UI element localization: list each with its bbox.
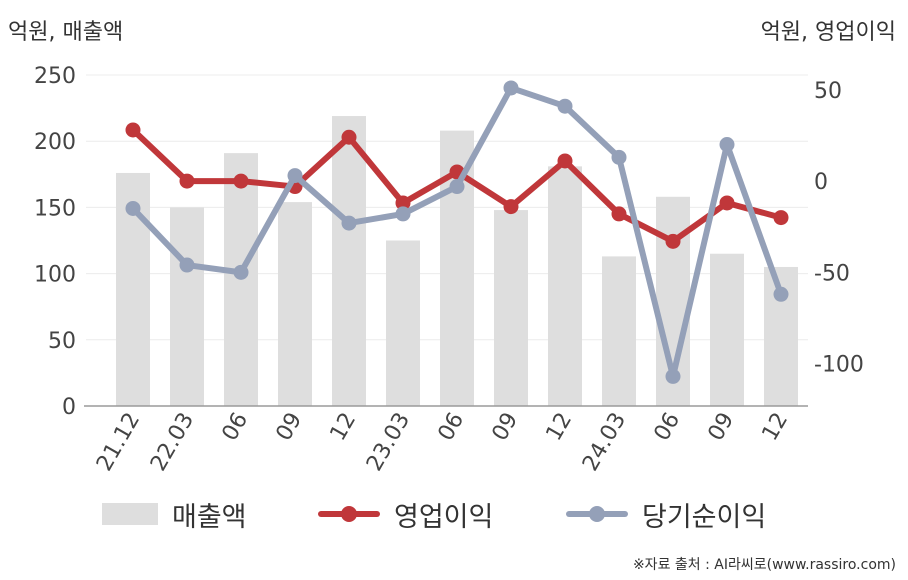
- x-tick-label: 09: [272, 409, 308, 446]
- right-tick-label: -100: [814, 353, 864, 378]
- point-operating-profit: [395, 195, 411, 211]
- bar-revenue: [170, 207, 204, 406]
- legend-item-operating-profit: 영업이익: [318, 492, 493, 536]
- point-net-income: [179, 257, 195, 273]
- left-tick-label: 150: [34, 196, 76, 221]
- x-tick-label: 12: [326, 409, 362, 446]
- x-tick-label: 23.03: [362, 409, 415, 476]
- x-tick-label: 06: [650, 409, 686, 446]
- point-operating-profit: [557, 153, 573, 169]
- bar-revenue: [386, 240, 420, 406]
- x-tick-label: 22.03: [146, 409, 199, 476]
- left-tick-label: 200: [34, 130, 76, 155]
- point-net-income: [665, 368, 681, 384]
- legend-swatch-operating-profit: [318, 503, 380, 525]
- bar-revenue: [548, 166, 582, 406]
- right-tick-label: -50: [814, 261, 850, 286]
- point-operating-profit: [179, 173, 195, 189]
- legend: 매출액 영업이익 당기순이익: [0, 492, 908, 536]
- x-tick-label: 24.03: [578, 409, 631, 476]
- point-operating-profit: [665, 233, 681, 249]
- x-tick-label: 09: [488, 409, 524, 446]
- point-net-income: [395, 206, 411, 222]
- x-tick-label: 21.12: [92, 409, 145, 476]
- legend-label-operating-profit: 영업이익: [394, 501, 494, 533]
- x-tick-label: 12: [542, 409, 578, 446]
- bar-revenue: [602, 256, 636, 406]
- legend-swatch-revenue: [102, 503, 158, 525]
- bar-revenue: [278, 202, 312, 406]
- point-operating-profit: [341, 129, 357, 145]
- legend-item-net-income: 당기순이익: [566, 492, 766, 536]
- left-tick-label: 100: [34, 263, 76, 288]
- point-net-income: [449, 179, 465, 195]
- right-axis-unit: 억원, 영업이익: [760, 20, 896, 45]
- point-net-income: [341, 215, 357, 231]
- legend-label-revenue: 매출액: [172, 501, 247, 533]
- point-operating-profit: [125, 122, 141, 138]
- point-net-income: [287, 168, 303, 184]
- left-tick-label: 0: [62, 395, 76, 420]
- x-tick-label: 12: [758, 409, 794, 446]
- right-tick-label: 0: [814, 170, 828, 195]
- point-net-income: [125, 200, 141, 216]
- point-operating-profit: [773, 210, 789, 226]
- combo-chart: 0 50 100 150 200 250 -100 -50 0 50 21.12 22.03 06 09 1…: [34, 64, 864, 476]
- point-net-income: [611, 149, 627, 165]
- bar-revenue: [332, 116, 366, 406]
- legend-swatch-net-income: [566, 503, 628, 525]
- right-tick-label: 50: [814, 79, 842, 104]
- x-tick-label: 06: [434, 409, 470, 446]
- bar-revenue: [710, 253, 744, 406]
- point-net-income: [503, 80, 519, 96]
- point-operating-profit: [611, 206, 627, 222]
- bar-revenue: [494, 210, 528, 406]
- point-net-income: [719, 137, 735, 153]
- legend-item-revenue: 매출액: [102, 492, 247, 536]
- point-operating-profit: [233, 173, 249, 189]
- x-tick-label: 09: [704, 409, 740, 446]
- source-note: ※자료 출처 : AI라씨로(www.rassiro.com): [632, 557, 896, 573]
- left-tick-label: 250: [34, 64, 76, 89]
- point-net-income: [233, 264, 249, 280]
- x-tick-label: 06: [218, 409, 254, 446]
- left-tick-label: 50: [48, 329, 76, 354]
- point-operating-profit: [503, 199, 519, 215]
- left-axis-unit: 억원, 매출액: [8, 20, 124, 45]
- legend-label-net-income: 당기순이익: [642, 501, 767, 533]
- point-net-income: [557, 98, 573, 114]
- point-net-income: [773, 286, 789, 302]
- point-operating-profit: [719, 195, 735, 211]
